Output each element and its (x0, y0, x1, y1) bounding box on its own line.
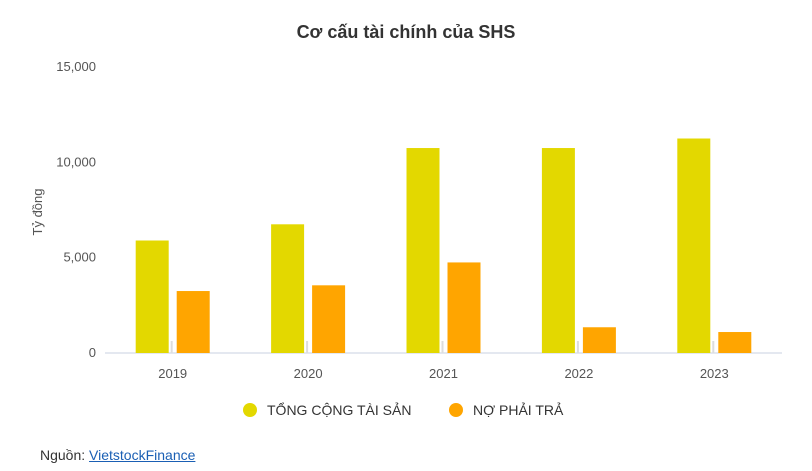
bar-no-phai-tra[interactable] (312, 285, 346, 353)
legend-label[interactable]: NỢ PHẢI TRẢ (473, 402, 564, 418)
x-tick-label: 2023 (700, 366, 729, 381)
bar-no-phai-tra[interactable] (582, 327, 616, 353)
legend: TỔNG CỘNG TÀI SẢN NỢ PHẢI TRẢ (243, 401, 564, 418)
bar-tong-cong-tai-san[interactable] (271, 224, 305, 353)
bar-no-phai-tra[interactable] (176, 291, 210, 353)
y-tick-label: 15,000 (56, 59, 96, 74)
bars (135, 138, 752, 354)
source-link[interactable]: VietstockFinance (89, 447, 196, 463)
bar-no-phai-tra[interactable] (718, 332, 752, 353)
y-tick-label: 5,000 (63, 250, 96, 265)
bar-tong-cong-tai-san[interactable] (406, 148, 440, 353)
legend-marker (243, 403, 257, 417)
source-note: Nguồn: VietstockFinance (40, 447, 195, 463)
bar-tong-cong-tai-san[interactable] (135, 240, 169, 353)
chart-title: Cơ cấu tài chính của SHS (297, 22, 516, 42)
x-tick-label: 2019 (158, 366, 187, 381)
legend-label[interactable]: TỔNG CỘNG TÀI SẢN (267, 401, 411, 418)
bar-no-phai-tra[interactable] (447, 262, 481, 353)
y-axis: 0 5,000 10,000 15,000 (56, 59, 96, 360)
bar-tong-cong-tai-san[interactable] (677, 138, 711, 354)
y-tick-label: 10,000 (56, 154, 96, 169)
x-tick-label: 2022 (564, 366, 593, 381)
bar-tong-cong-tai-san[interactable] (541, 148, 575, 353)
source-label: Nguồn: (40, 447, 86, 463)
x-axis: 2019 2020 2021 2022 2023 (158, 366, 729, 381)
legend-marker (449, 403, 463, 417)
chart: Cơ cấu tài chính của SHS Tỷ đồng 0 5,000 1… (30, 22, 782, 418)
y-tick-label: 0 (89, 345, 96, 360)
x-tick-label: 2020 (294, 366, 323, 381)
x-tick-label: 2021 (429, 366, 458, 381)
y-axis-label: Tỷ đồng (30, 189, 45, 236)
